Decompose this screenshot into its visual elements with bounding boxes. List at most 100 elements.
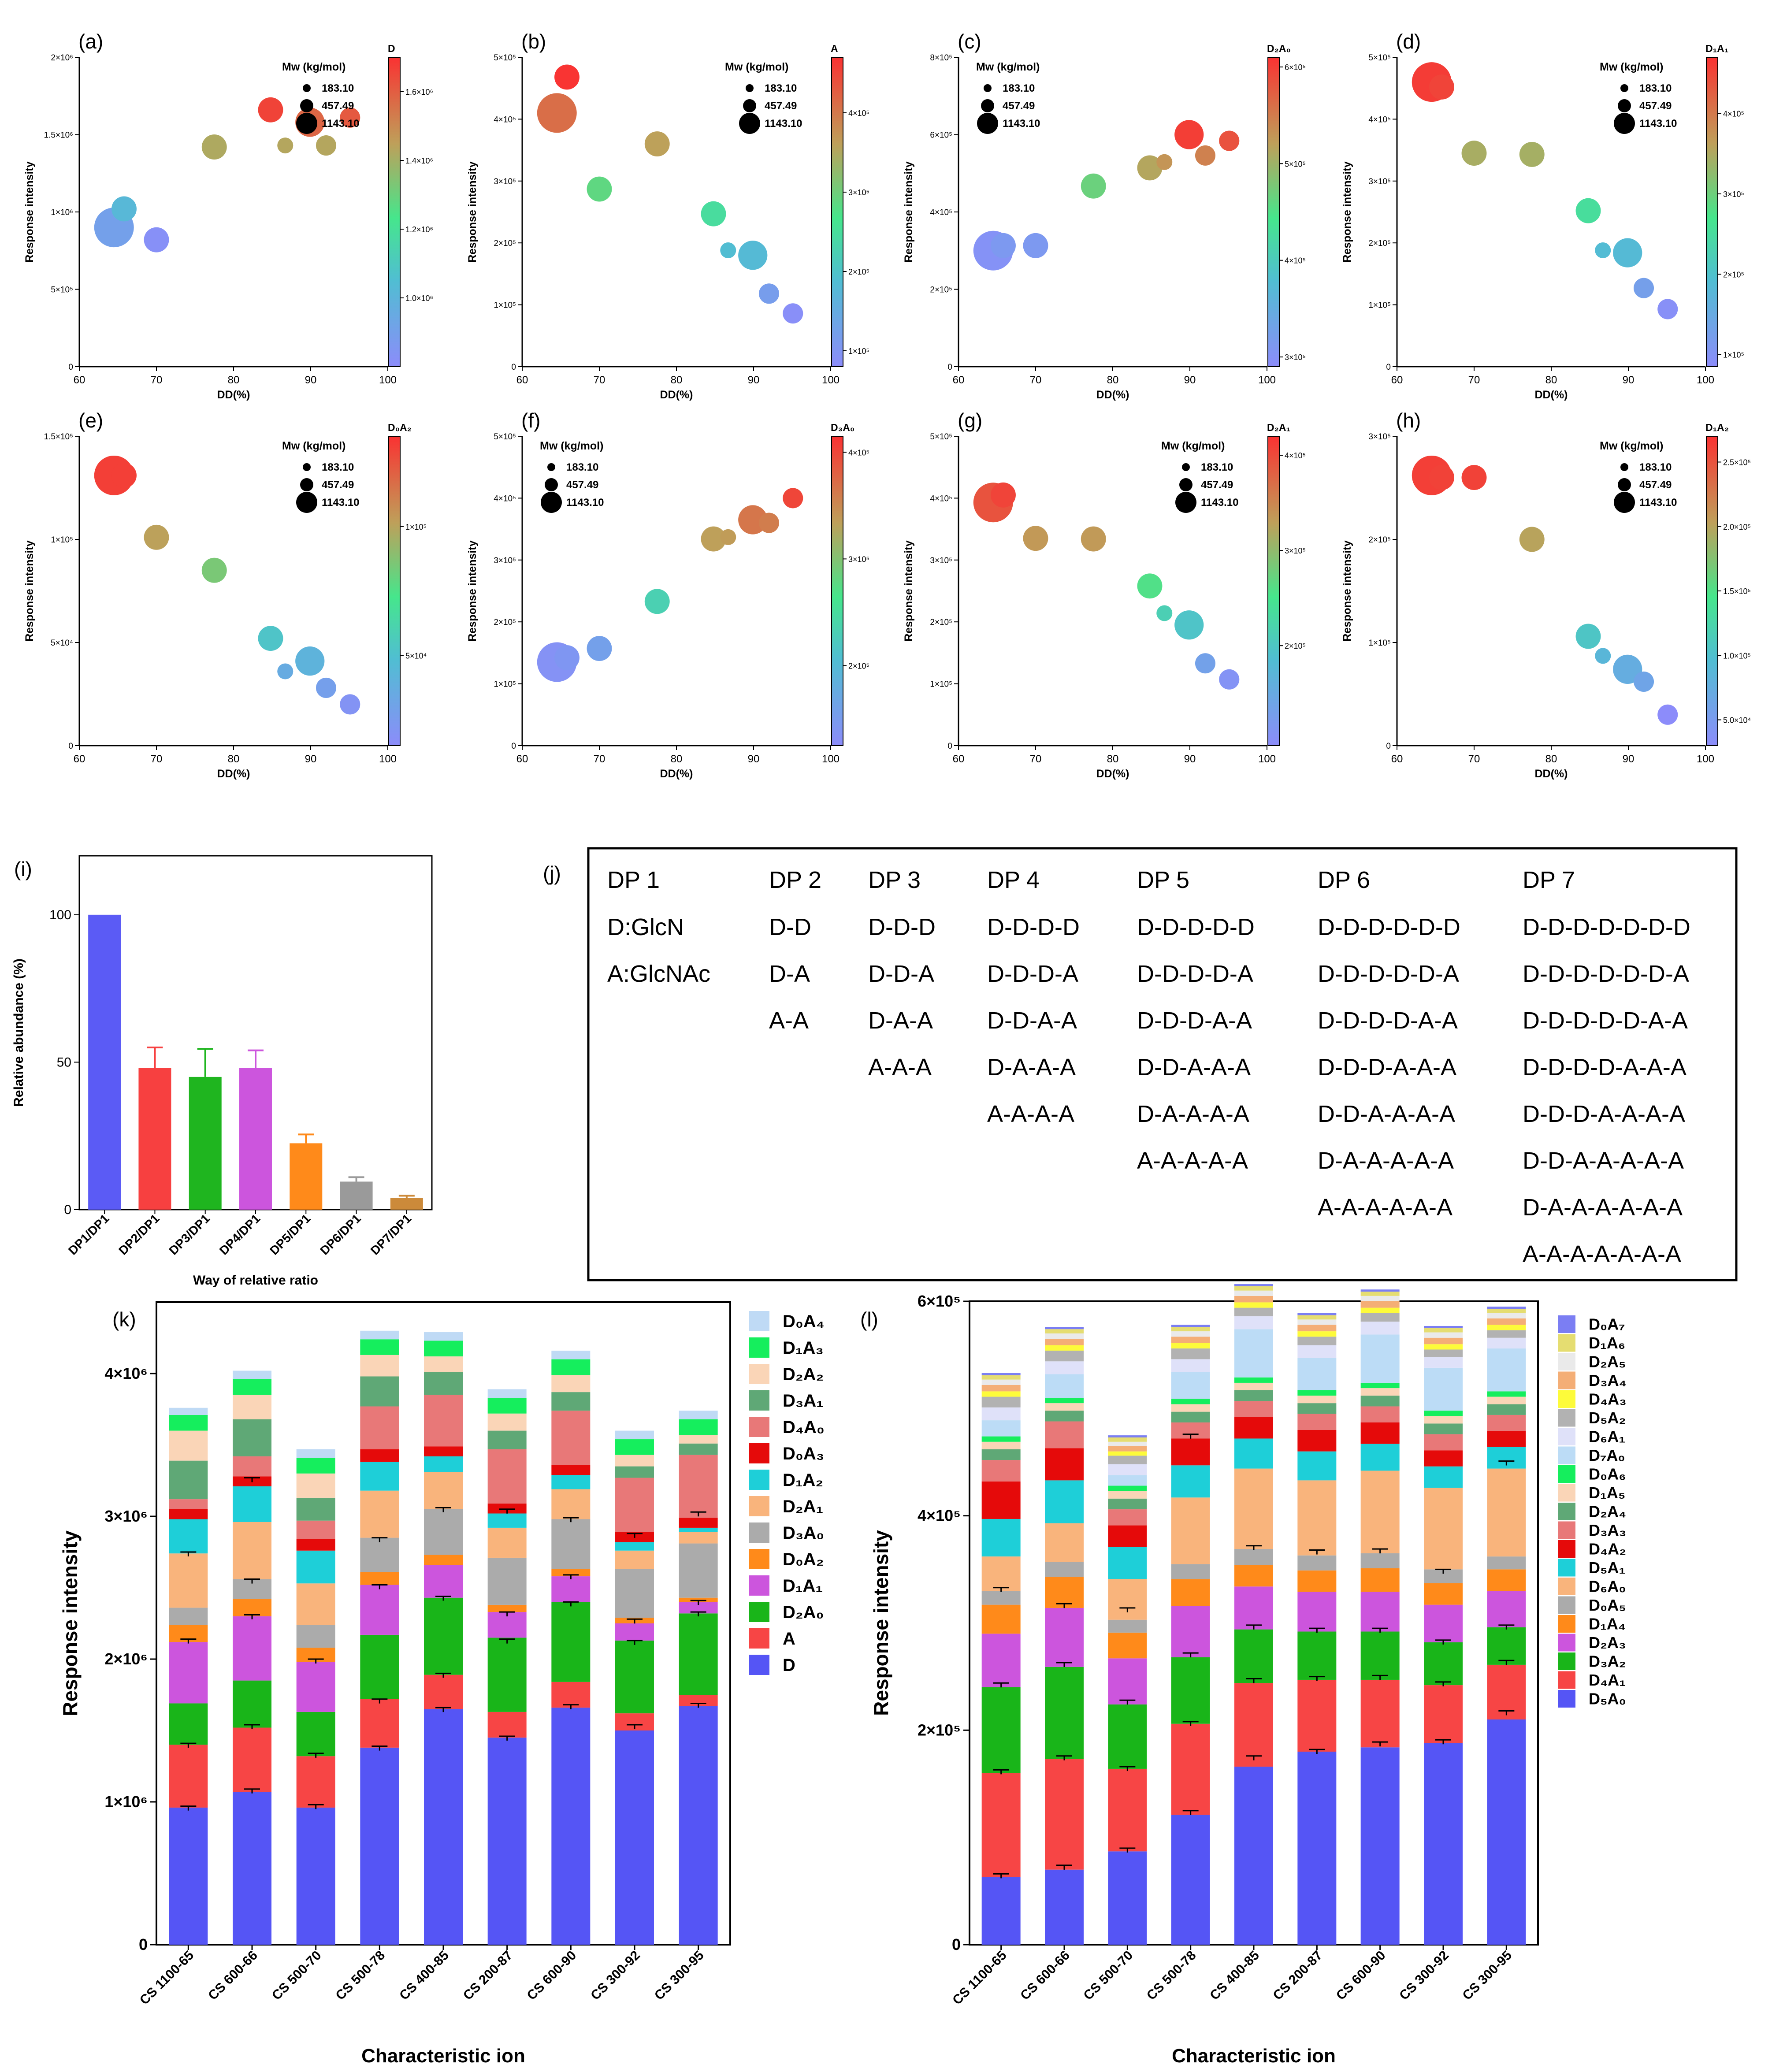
stack-segment	[1171, 1411, 1210, 1422]
stack-segment	[1297, 1555, 1337, 1571]
table-cell: D-D-A	[868, 961, 934, 987]
colorbar-tick-label: 1×10⁵	[1723, 351, 1744, 360]
table-cell: A-A-A	[868, 1054, 932, 1081]
colorbar-title: D₁A₁	[1705, 43, 1728, 54]
bubble-point	[201, 557, 227, 583]
y-tick-label: 1×10⁵	[1368, 639, 1391, 648]
x-tick-label: 90	[1623, 374, 1635, 386]
mw-legend-marker	[984, 84, 992, 92]
colorbar-tick-label: 3×10⁵	[848, 555, 869, 564]
stack-segment	[1297, 1390, 1337, 1396]
stack-segment	[1487, 1431, 1526, 1447]
colorbar-tick-label: 6×10⁵	[1285, 63, 1306, 72]
legend-label: D₂A₅	[1589, 1353, 1626, 1371]
stack-segment	[1234, 1377, 1273, 1383]
bubble-point	[1137, 155, 1163, 181]
y-axis-label: Response intensity	[23, 161, 36, 262]
colorbar-tick-label: 2×10⁵	[1723, 270, 1744, 279]
stack-segment	[1234, 1382, 1273, 1390]
x-tick-label: 100	[1697, 374, 1714, 386]
x-tick-label: CS 400-85	[397, 1948, 452, 2003]
y-tick-label: 1×10⁶	[104, 1793, 148, 1811]
table-cell: A-A-A-A-A	[1137, 1147, 1248, 1174]
table-cell: A:GlcNAc	[607, 961, 710, 987]
legend-label: D₀A₅	[1589, 1596, 1626, 1614]
x-tick-label: CS 600-66	[205, 1948, 260, 2003]
mw-legend-marker	[1618, 478, 1631, 491]
legend-swatch	[1558, 1690, 1575, 1708]
x-tick-label: 90	[1184, 753, 1196, 765]
stack-segment	[360, 1376, 399, 1407]
stack-segment	[1108, 1547, 1147, 1579]
stack-segment	[233, 1792, 271, 1945]
x-tick-label: CS 600-66	[1018, 1948, 1073, 2003]
stack-segment	[1234, 1284, 1273, 1286]
bar	[88, 914, 121, 1210]
stack-segment	[1297, 1345, 1337, 1358]
colorbar-tick-label: 1.0×10⁵	[1723, 651, 1751, 660]
stack-segment	[1360, 1388, 1400, 1396]
legend-swatch	[1558, 1540, 1575, 1558]
x-tick-label: 70	[1468, 753, 1480, 765]
stack-segment	[296, 1458, 335, 1474]
stack-segment	[615, 1623, 654, 1641]
colorbar-title: D₂A₀	[1267, 43, 1291, 54]
legend-label: D₃A₃	[1589, 1521, 1626, 1539]
table-cell: D-A-A-A	[987, 1054, 1076, 1081]
x-tick-label: CS 600-90	[1334, 1948, 1389, 2003]
stack-segment	[360, 1585, 399, 1635]
stack-segment	[424, 1472, 463, 1509]
x-tick-label: 80	[1545, 374, 1557, 386]
x-tick-label: DP5/DP1	[267, 1211, 313, 1257]
legend-label: D₀A₃	[783, 1444, 824, 1463]
stack-segment	[1360, 1444, 1400, 1471]
stack-segment	[1424, 1604, 1463, 1642]
mw-legend-label: 1143.10	[322, 118, 359, 130]
y-tick-label: 2×10⁶	[104, 1650, 148, 1668]
y-tick-label: 3×10⁵	[494, 177, 516, 186]
legend-swatch	[1558, 1503, 1575, 1520]
stack-segment	[551, 1682, 591, 1708]
bubble-point	[783, 488, 803, 509]
stack-segment	[233, 1379, 271, 1395]
bubble-panel-e: (e) D₀A₂ 5×10⁴ 1×10⁵ 60 70 80 90 100 0 5×10⁴ 1×10⁵ 1…	[23, 409, 427, 780]
stack-segment	[1234, 1296, 1273, 1303]
legend-swatch	[1558, 1652, 1575, 1670]
stack-segment	[233, 1616, 271, 1681]
bubble-point	[1023, 233, 1048, 258]
panel-label: (j)	[543, 862, 561, 885]
colorbar-tick-label: 4×10⁵	[848, 448, 869, 457]
y-tick-label: 2×10⁵	[494, 239, 516, 248]
stack-segment	[1360, 1396, 1400, 1407]
mw-legend-title: Mw (kg/mol)	[725, 61, 788, 73]
stack-segment	[296, 1550, 335, 1584]
bubble-point	[111, 196, 137, 222]
stack-segment	[1171, 1723, 1210, 1815]
stack-segment	[1171, 1815, 1210, 1945]
stack-segment	[1045, 1327, 1084, 1329]
legend-swatch	[749, 1549, 769, 1569]
legend-label: D₇A₀	[1589, 1446, 1625, 1464]
stack-segment	[679, 1706, 718, 1945]
legend-swatch	[749, 1496, 769, 1516]
mw-legend-label: 457.49	[765, 100, 797, 112]
stack-segment	[679, 1443, 718, 1455]
stack-segment	[1171, 1657, 1210, 1724]
y-tick-label: 2×10⁵	[494, 618, 516, 627]
colorbar	[1267, 57, 1280, 367]
stack-segment	[1045, 1350, 1084, 1362]
colorbar-tick-label: 4×10⁵	[1285, 256, 1306, 265]
stack-segment	[1108, 1451, 1147, 1456]
bubble-point	[1613, 238, 1642, 267]
bubble-point	[644, 589, 670, 614]
table-cell: D-D-A-A	[987, 1007, 1077, 1034]
x-tick-label: CS 200-87	[1270, 1948, 1326, 2003]
stack-segment	[1045, 1398, 1084, 1404]
stack-segment	[1171, 1404, 1210, 1412]
legend-label: D₂A₁	[783, 1497, 823, 1516]
stack-segment	[615, 1550, 654, 1569]
x-tick-label: 80	[1107, 374, 1119, 386]
legend-label: D₀A₇	[1589, 1315, 1625, 1333]
stack-segment	[981, 1481, 1021, 1519]
